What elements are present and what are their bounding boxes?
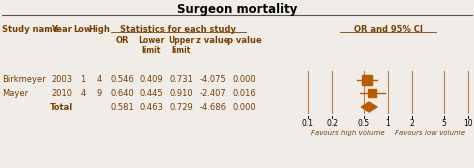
Text: 4: 4 [96,75,101,85]
Text: 0.910: 0.910 [169,89,193,97]
Text: -4.075: -4.075 [200,75,227,85]
Text: Total: Total [50,102,73,112]
Text: z value: z value [196,36,230,45]
Text: 2: 2 [410,119,414,128]
Text: Study name: Study name [2,25,58,34]
Text: 0.731: 0.731 [169,75,193,85]
Text: 0.463: 0.463 [139,102,163,112]
Text: 0.729: 0.729 [169,102,193,112]
Text: 0.1: 0.1 [302,119,314,128]
Text: 1: 1 [386,119,391,128]
Text: -4.686: -4.686 [200,102,227,112]
Text: OR: OR [115,36,129,45]
Text: Statistics for each study: Statistics for each study [120,25,236,34]
Text: 0.409: 0.409 [139,75,163,85]
Text: 5: 5 [441,119,447,128]
Text: 4: 4 [81,89,86,97]
Text: Birkmeyer: Birkmeyer [2,75,46,85]
Text: 2003: 2003 [52,75,73,85]
Text: Surgeon mortality: Surgeon mortality [177,3,297,16]
Text: 0.581: 0.581 [110,102,134,112]
Text: 10: 10 [463,119,473,128]
Polygon shape [361,102,377,112]
Text: 0.000: 0.000 [232,102,256,112]
Text: OR and 95% CI: OR and 95% CI [354,25,422,34]
Text: 0.640: 0.640 [110,89,134,97]
Text: p value: p value [227,36,261,45]
Text: 9: 9 [96,89,101,97]
Text: Year: Year [52,25,73,34]
Text: Lower
limit: Lower limit [138,36,164,55]
Text: 0.2: 0.2 [326,119,338,128]
Text: 0.445: 0.445 [139,89,163,97]
Text: Low: Low [73,25,92,34]
Text: 0.546: 0.546 [110,75,134,85]
Text: Favours high volume: Favours high volume [311,130,385,136]
Text: 2010: 2010 [52,89,73,97]
Text: -2.407: -2.407 [200,89,227,97]
Text: 0.5: 0.5 [358,119,370,128]
Text: 0.000: 0.000 [232,75,256,85]
Text: Favours low volume: Favours low volume [395,130,465,136]
Text: High: High [88,25,110,34]
Text: 1: 1 [81,75,86,85]
Text: Upper
limit: Upper limit [168,36,194,55]
Text: Mayer: Mayer [2,89,28,97]
Text: 0.016: 0.016 [232,89,256,97]
